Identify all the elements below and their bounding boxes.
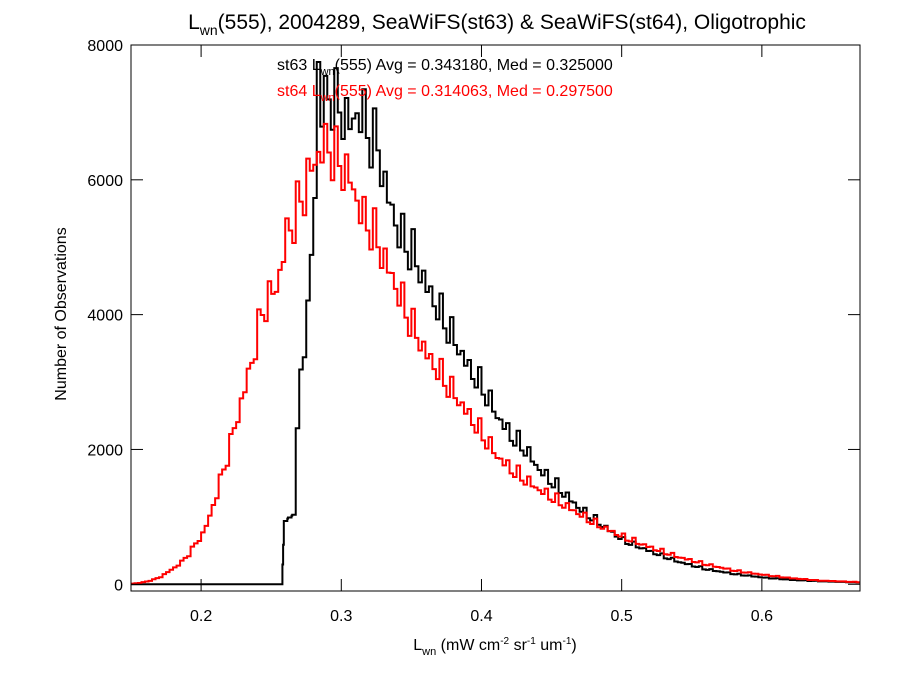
chart-title-sub: wn	[199, 22, 218, 38]
st63-annotation-pre: st63 L	[277, 57, 321, 74]
st64-annotation: st64 Lwn(555) Avg = 0.314063, Med = 0.29…	[277, 83, 613, 104]
x-tick-label: 0.2	[190, 608, 212, 625]
x-axis-label-main: L	[413, 637, 422, 654]
x-axis-label-units-4: )	[571, 637, 576, 654]
x-tick-label: 0.4	[470, 608, 492, 625]
chart-title: Lwn(555), 2004289, SeaWiFS(st63) & SeaWi…	[188, 11, 806, 38]
chart-title-main: L	[188, 11, 200, 34]
x-axis-label-sub: wn	[421, 646, 436, 658]
x-axis-label-sup-1: -2	[500, 636, 509, 647]
x-tick-label: 0.3	[330, 608, 352, 625]
y-tick-label: 0	[114, 577, 123, 594]
y-tick-label: 4000	[87, 308, 123, 325]
x-axis-label-units-3: um	[536, 637, 563, 654]
chart-title-rest: (555), 2004289, SeaWiFS(st63) & SeaWiFS(…	[218, 11, 806, 34]
y-axis: 0 2000 4000 6000 8000	[87, 38, 860, 594]
x-axis-label: Lwn (mW cm-2 sr-1 um-1)	[413, 636, 576, 658]
x-axis-label-units-2: sr	[509, 637, 527, 654]
plot-area	[131, 60, 860, 586]
st64-annotation-pre: st64 L	[277, 83, 321, 100]
st63-annotation-sub: wn	[320, 66, 335, 78]
x-axis-label-units-1: (mW cm	[436, 637, 500, 654]
x-axis-label-sup-2: -1	[527, 636, 536, 647]
y-tick-label: 2000	[87, 442, 123, 459]
y-tick-label: 6000	[87, 173, 123, 190]
st63-annotation-post: (555) Avg = 0.343180, Med = 0.325000	[335, 57, 613, 74]
y-axis-label: Number of Observations	[53, 227, 70, 400]
series-line-st63	[131, 60, 860, 586]
st63-annotation: st63 Lwn(555) Avg = 0.343180, Med = 0.32…	[277, 57, 613, 78]
plot-frame	[130, 44, 861, 592]
st64-annotation-post: (555) Avg = 0.314063, Med = 0.297500	[335, 83, 613, 100]
st64-annotation-sub: wn	[320, 92, 335, 104]
series-line-st64	[131, 122, 860, 585]
y-tick-label: 8000	[87, 38, 123, 55]
x-axis: 0.2 0.3 0.4 0.5 0.6	[190, 45, 773, 625]
x-tick-label: 0.5	[611, 608, 633, 625]
x-tick-label: 0.6	[751, 608, 773, 625]
series-group	[131, 60, 860, 586]
x-axis-label-sup-3: -1	[562, 636, 571, 647]
